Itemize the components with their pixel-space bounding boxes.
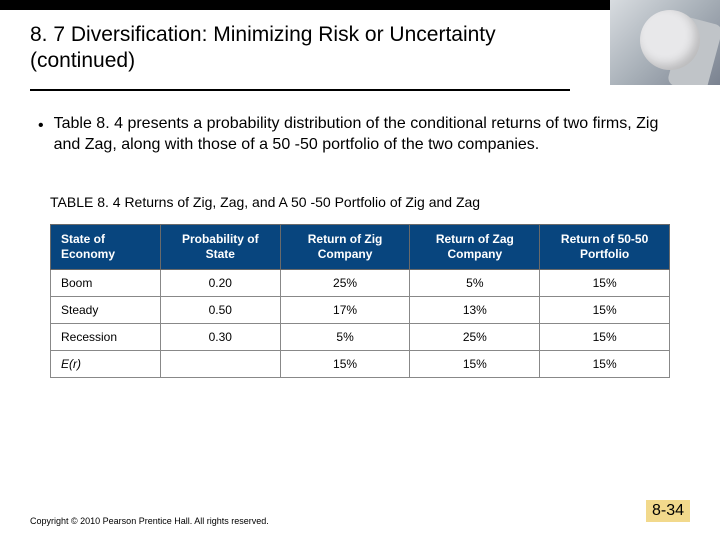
table-row: Boom 0.20 25% 5% 15%: [51, 269, 670, 296]
table-row: Steady 0.50 17% 13% 15%: [51, 296, 670, 323]
cell-zig: 5%: [280, 323, 410, 350]
th-zag: Return of Zag Company: [410, 224, 540, 269]
copyright-text: Copyright © 2010 Pearson Prentice Hall. …: [30, 516, 269, 526]
cell-er-zig: 15%: [280, 350, 410, 377]
bullet-block: • Table 8. 4 presents a probability dist…: [0, 91, 720, 156]
cell-port: 15%: [540, 296, 670, 323]
cell-er-zag: 15%: [410, 350, 540, 377]
returns-table: State of Economy Probability of State Re…: [50, 224, 670, 378]
page-number: 8-34: [646, 500, 690, 522]
cell-state: Recession: [51, 323, 161, 350]
cell-prob: 0.50: [160, 296, 280, 323]
cell-zig: 25%: [280, 269, 410, 296]
th-port: Return of 50-50 Portfolio: [540, 224, 670, 269]
cell-zag: 13%: [410, 296, 540, 323]
cell-state: Boom: [51, 269, 161, 296]
th-state: State of Economy: [51, 224, 161, 269]
bullet-marker: •: [38, 113, 54, 156]
table-header-row: State of Economy Probability of State Re…: [51, 224, 670, 269]
table-container: State of Economy Probability of State Re…: [0, 224, 720, 378]
table-row-expected: E(r) 15% 15% 15%: [51, 350, 670, 377]
cell-er-prob: [160, 350, 280, 377]
table-caption: TABLE 8. 4 Returns of Zig, Zag, and A 50…: [0, 156, 720, 224]
cell-prob: 0.30: [160, 323, 280, 350]
cell-zig: 17%: [280, 296, 410, 323]
bullet-item: • Table 8. 4 presents a probability dist…: [38, 113, 680, 156]
th-prob: Probability of State: [160, 224, 280, 269]
cell-prob: 0.20: [160, 269, 280, 296]
bullet-text: Table 8. 4 presents a probability distri…: [54, 113, 680, 156]
cell-state: Steady: [51, 296, 161, 323]
corner-decorative-image: [610, 0, 720, 85]
table-row: Recession 0.30 5% 25% 15%: [51, 323, 670, 350]
slide-heading: 8. 7 Diversification: Minimizing Risk or…: [0, 10, 570, 83]
th-zig: Return of Zig Company: [280, 224, 410, 269]
cell-er-label: E(r): [51, 350, 161, 377]
cell-zag: 25%: [410, 323, 540, 350]
cell-port: 15%: [540, 269, 670, 296]
cell-er-port: 15%: [540, 350, 670, 377]
cell-port: 15%: [540, 323, 670, 350]
cell-zag: 5%: [410, 269, 540, 296]
